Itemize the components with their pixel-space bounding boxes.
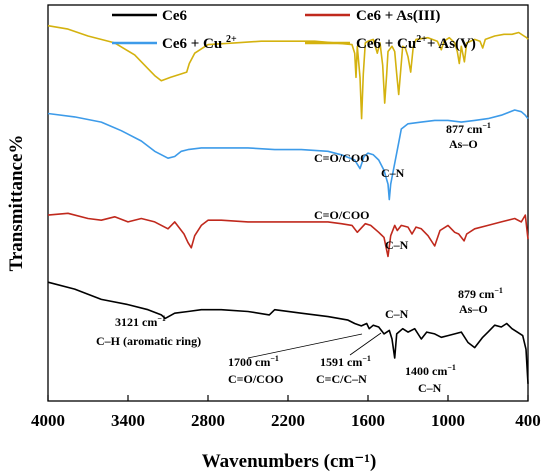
anno-yellow-aso-wavenumber: 877 cm−1	[446, 121, 491, 136]
x-tick-label-2800: 2800	[191, 411, 225, 430]
legend-label-ce6-cu-as5-base: Ce6 + Cu	[356, 36, 416, 52]
legend-label-ce6: Ce6	[162, 8, 187, 24]
x-tick-label-1000: 1000	[431, 411, 465, 430]
legend-label-ce6-cu-base: Ce6 + Cu	[162, 36, 226, 52]
x-axis-ticks: 4000 3400 2800 2200 1600 1000 400	[31, 395, 541, 430]
anno-red-aso-label: As–O	[459, 302, 488, 316]
anno-blue-cn: C–N	[385, 238, 409, 252]
anno-red-cn: C–N	[385, 307, 409, 321]
anno-co-arrow	[247, 333, 363, 359]
anno-co-wavenumber: 1700 cm−1	[228, 354, 279, 369]
series-line-ce6-as-iii	[47, 212, 529, 258]
anno-ch-label: C–H (aromatic ring)	[96, 334, 201, 348]
anno-cc-label: C=C/C–N	[316, 372, 367, 386]
legend-label-ce6-cu-as5-sup: 2+	[416, 34, 427, 45]
legend-label-ce6-cu-as5: Ce6 + Cu2++ As(V)	[356, 34, 476, 52]
legend-label-ce6-cu-as5-tail: + As(V)	[427, 36, 476, 52]
anno-yellow-cn: C–N	[381, 166, 405, 180]
x-tick-label-3400: 3400	[111, 411, 145, 430]
legend-label-ce6-as3: Ce6 + As(III)	[356, 8, 440, 24]
series-line-ce6	[47, 281, 529, 384]
x-tick-label-2200: 2200	[271, 411, 305, 430]
anno-ch-wavenumber: 3121 cm−1	[115, 314, 166, 329]
legend-label-ce6-cu: Ce6 + Cu 2+	[162, 34, 237, 52]
x-tick-label-1600: 1600	[351, 411, 385, 430]
legend-label-ce6-cu-sup: 2+	[226, 34, 237, 45]
x-axis-title: Wavenumbers (cm⁻¹)	[202, 451, 377, 472]
series-layer	[47, 24, 529, 384]
x-tick-label-4000: 4000	[31, 411, 65, 430]
anno-co-label: C=O/COO	[228, 372, 284, 386]
anno-blue-co: C=O/COO	[314, 208, 370, 222]
anno-cc-wavenumber: 1591 cm−1	[320, 354, 371, 369]
annotations: 3121 cm−1 C–H (aromatic ring) 1700 cm−1 …	[96, 121, 503, 395]
anno-cc-arrow	[349, 332, 382, 356]
series-line-ce6-cu	[47, 109, 529, 201]
anno-yellow-co: C=O/COO	[314, 151, 370, 165]
y-axis-title: Transmittance%	[6, 135, 27, 272]
x-tick-label-400: 400	[515, 411, 541, 430]
anno-yellow-aso-label: As–O	[449, 137, 478, 151]
series-line-ce6-cu-as-v	[47, 24, 529, 120]
anno-cn-label: C–N	[418, 381, 442, 395]
anno-red-aso-wavenumber: 879 cm−1	[458, 286, 503, 301]
anno-cn-wavenumber: 1400 cm−1	[405, 363, 456, 378]
legend: Ce6 Ce6 + As(III) Ce6 + Cu 2+ Ce6 + Cu2+…	[112, 8, 476, 52]
